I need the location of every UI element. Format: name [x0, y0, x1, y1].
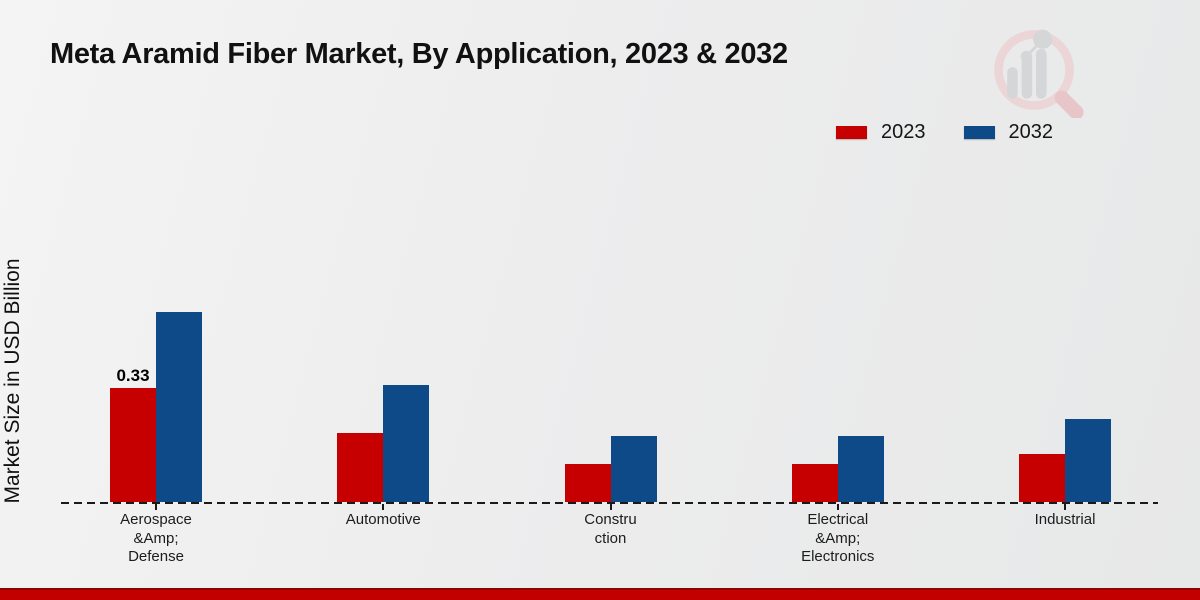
category-label-2: Automotive	[345, 511, 421, 528]
legend-label-2032: 2032	[1008, 121, 1054, 143]
bar-2023-2	[337, 433, 384, 502]
x-axis-tick	[1064, 504, 1066, 510]
bar-2032-2	[383, 385, 430, 502]
bar-2023-4	[791, 464, 838, 502]
bar-2032-1	[156, 312, 202, 502]
category-label-1: Aerospace &Amp; Defense	[120, 511, 192, 565]
footer-accent-bar	[0, 588, 1200, 600]
legend-swatch-2023-icon	[836, 126, 867, 139]
x-axis-baseline	[61, 502, 1158, 504]
value-label-2023-1: 0.33	[116, 366, 150, 385]
legend-label-2023: 2023	[881, 121, 926, 143]
bar-2032-4	[837, 436, 884, 502]
bar-2032-3	[610, 436, 657, 502]
legend: 2023 2032	[836, 121, 1053, 144]
legend-swatch-2032-icon	[963, 126, 995, 139]
category-label-4: Electrical &Amp; Electronics	[801, 511, 875, 565]
category-label-3: Constru ction	[584, 511, 637, 547]
y-axis-label: Market Size in USD Billion	[1, 258, 24, 504]
legend-item-2032: 2032	[963, 121, 1054, 144]
market-research-future-logo-icon	[994, 29, 1084, 118]
bar-2023-5	[1019, 454, 1065, 502]
bar-2023-1	[110, 388, 156, 502]
category-label-5: Industrial	[1034, 511, 1096, 528]
x-axis-tick	[836, 504, 839, 510]
chart-title: Meta Aramid Fiber Market, By Application…	[50, 38, 788, 70]
x-axis-tick	[609, 504, 612, 510]
x-axis-tick	[382, 504, 385, 510]
legend-item-2023: 2023	[836, 121, 926, 144]
bar-2023-3	[564, 464, 611, 502]
bar-2032-5	[1065, 419, 1111, 502]
x-axis-tick	[155, 504, 157, 510]
